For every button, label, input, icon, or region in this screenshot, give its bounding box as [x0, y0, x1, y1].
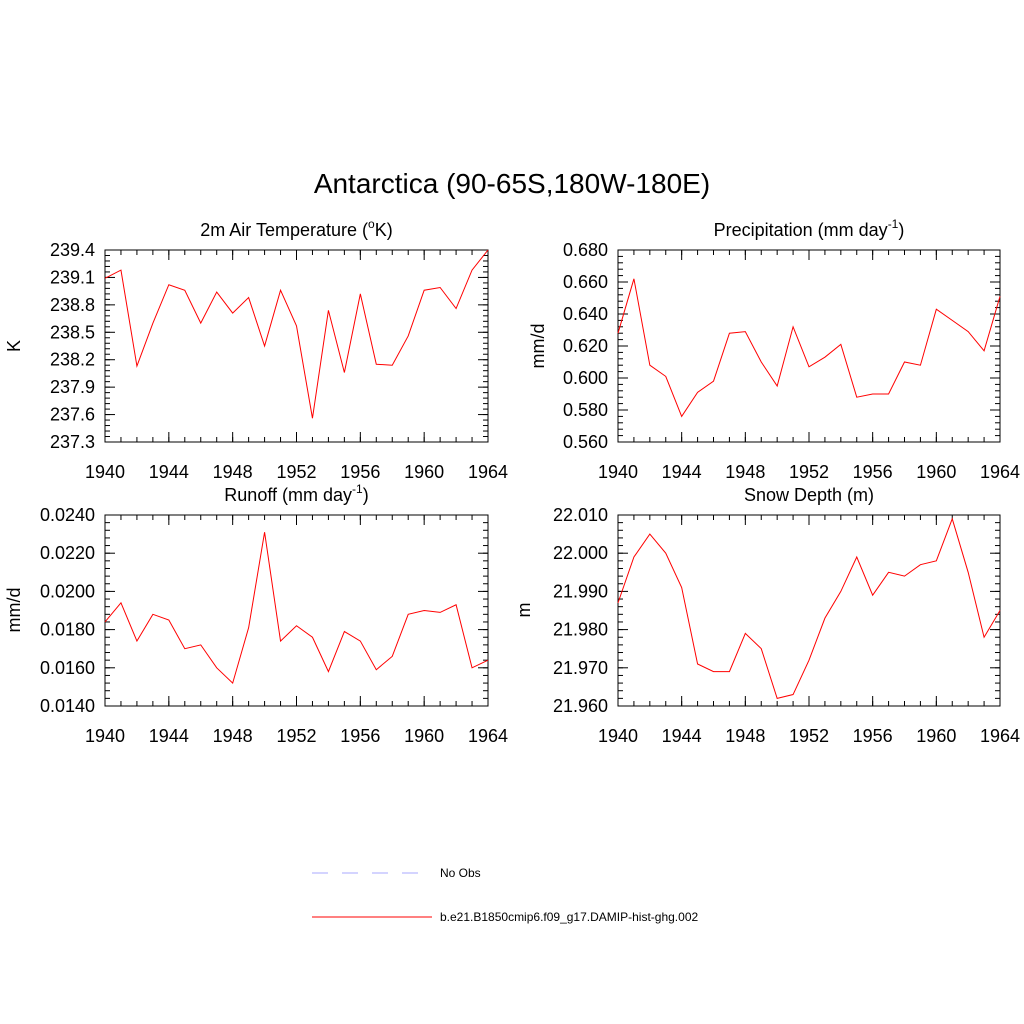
- x-tick-label: 1944: [662, 726, 702, 746]
- x-tick-label: 1960: [916, 462, 956, 482]
- y-tick-label: 237.6: [50, 405, 95, 425]
- x-tick-label: 1952: [276, 462, 316, 482]
- x-tick-label: 1964: [980, 462, 1020, 482]
- series-line: [617, 517, 1001, 699]
- y-tick-label: 0.620: [563, 336, 608, 356]
- y-tick-label: 0.560: [563, 432, 608, 452]
- x-tick-label: 1952: [789, 726, 829, 746]
- x-tick-label: 1948: [725, 462, 765, 482]
- x-tick-label: 1956: [853, 462, 893, 482]
- x-tick-label: 1964: [468, 726, 508, 746]
- x-tick-label: 1944: [662, 462, 702, 482]
- y-tick-label: 22.000: [553, 543, 608, 563]
- x-tick-label: 1952: [276, 726, 316, 746]
- x-tick-label: 1964: [980, 726, 1020, 746]
- y-tick-label: 0.0220: [40, 543, 95, 563]
- x-tick-label: 1964: [468, 462, 508, 482]
- legend-label-2: b.e21.B1850cmip6.f09_g17.DAMIP-hist-ghg.…: [440, 910, 698, 924]
- x-tick-label: 1960: [916, 726, 956, 746]
- chart-panel-1: 2m Air Temperature (oK) 1940 1944 1948 1952 1…: [4, 217, 508, 482]
- y-tick-label: 21.960: [553, 696, 608, 716]
- y-tick-label: 0.0160: [40, 658, 95, 678]
- x-tick-label: 1956: [340, 726, 380, 746]
- y-tick-label: 21.990: [553, 581, 608, 601]
- x-tick-label: 1948: [213, 726, 253, 746]
- x-tick-label: 1940: [598, 462, 638, 482]
- plot-frame: [617, 249, 1001, 443]
- y-tick-label: 239.1: [50, 267, 95, 287]
- y-tick-label: 0.580: [563, 400, 608, 420]
- y-tick-label: 239.4: [50, 240, 95, 260]
- series-line: [617, 278, 1001, 418]
- y-tick-label: 21.970: [553, 658, 608, 678]
- x-tick-label: 1940: [85, 726, 125, 746]
- y-tick-label: 238.5: [50, 322, 95, 342]
- y-tick-label: 237.9: [50, 377, 95, 397]
- y-tick-label: 0.640: [563, 304, 608, 324]
- page-title: Antarctica (90-65S,180W-180E): [313, 168, 711, 199]
- x-tick-label: 1944: [149, 462, 189, 482]
- x-tick-label: 1952: [789, 462, 829, 482]
- chart-panel-2: Precipitation (mm day-1) 1940 1944 1948 1952…: [528, 217, 1020, 482]
- y-tick-label: 238.2: [50, 350, 95, 370]
- chart-panel-3: Runoff (mm day-1) 1940 1944 1948 1952 1956 196…: [4, 482, 508, 746]
- legend-label-1: No Obs: [440, 866, 481, 880]
- y-tick-label: 0.0140: [40, 696, 95, 716]
- panel-title: Snow Depth (m): [744, 485, 874, 505]
- y-tick-label: 22.010: [553, 505, 608, 525]
- y-tick-label: 237.3: [50, 432, 95, 452]
- x-tick-label: 1948: [213, 462, 253, 482]
- panel-title: 2m Air Temperature (oK): [200, 217, 392, 240]
- series-line: [104, 532, 489, 685]
- y-tick-label: 0.660: [563, 272, 608, 292]
- chart-panel-4: Snow Depth (m) 1940 1944 1948 1952 1956 1960 19…: [514, 485, 1020, 746]
- x-tick-label: 1948: [725, 726, 765, 746]
- x-tick-label: 1940: [598, 726, 638, 746]
- x-tick-label: 1960: [404, 726, 444, 746]
- y-axis-label: mm/d: [4, 588, 24, 633]
- x-tick-label: 1944: [149, 726, 189, 746]
- series-line: [104, 249, 489, 419]
- panel-title: Precipitation (mm day-1): [714, 217, 905, 240]
- x-tick-label: 1956: [340, 462, 380, 482]
- y-tick-label: 238.8: [50, 295, 95, 315]
- x-tick-label: 1960: [404, 462, 444, 482]
- y-tick-label: 0.0240: [40, 505, 95, 525]
- plot-frame: [104, 249, 489, 443]
- y-tick-label: 0.0180: [40, 620, 95, 640]
- y-tick-label: 0.600: [563, 368, 608, 388]
- y-axis-label: K: [4, 340, 24, 352]
- plot-frame: [104, 514, 489, 707]
- x-tick-label: 1940: [85, 462, 125, 482]
- x-tick-label: 1956: [853, 726, 893, 746]
- y-axis-label: m: [514, 603, 534, 618]
- legend: No Obs b.e21.B1850cmip6.f09_g17.DAMIP-his…: [312, 866, 698, 924]
- y-tick-label: 0.0200: [40, 581, 95, 601]
- panel-title: Runoff (mm day-1): [224, 482, 368, 505]
- y-tick-label: 0.680: [563, 240, 608, 260]
- y-tick-label: 21.980: [553, 620, 608, 640]
- y-axis-label: mm/d: [528, 324, 548, 369]
